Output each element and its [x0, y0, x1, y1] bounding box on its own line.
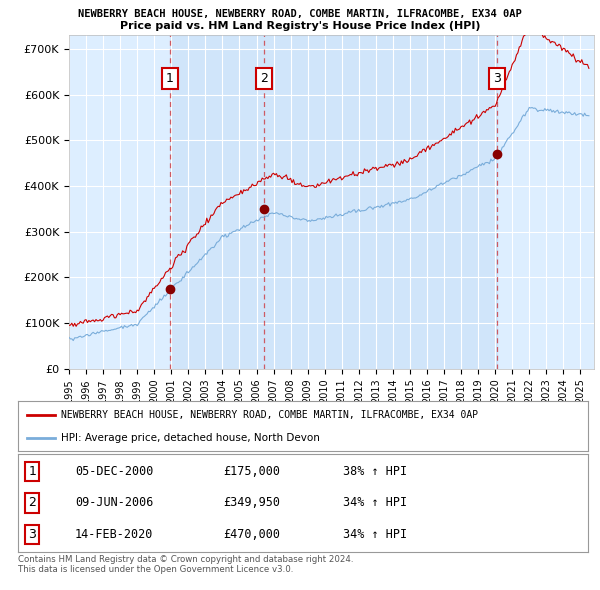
Text: 34% ↑ HPI: 34% ↑ HPI [343, 527, 407, 540]
Bar [170, 35, 497, 369]
Text: 34% ↑ HPI: 34% ↑ HPI [343, 496, 407, 510]
Text: NEWBERRY BEACH HOUSE, NEWBERRY ROAD, COMBE MARTIN, ILFRACOMBE, EX34 0AP: NEWBERRY BEACH HOUSE, NEWBERRY ROAD, COM… [61, 409, 478, 419]
Text: 2: 2 [28, 496, 36, 510]
Text: HPI: Average price, detached house, North Devon: HPI: Average price, detached house, Nort… [61, 433, 320, 443]
Text: 38% ↑ HPI: 38% ↑ HPI [343, 466, 407, 478]
Text: Price paid vs. HM Land Registry's House Price Index (HPI): Price paid vs. HM Land Registry's House … [120, 21, 480, 31]
Text: £470,000: £470,000 [223, 527, 280, 540]
Text: 14-FEB-2020: 14-FEB-2020 [75, 527, 154, 540]
Text: 05-DEC-2000: 05-DEC-2000 [75, 466, 154, 478]
Text: Contains HM Land Registry data © Crown copyright and database right 2024.
This d: Contains HM Land Registry data © Crown c… [18, 555, 353, 574]
Text: 1: 1 [28, 466, 36, 478]
Text: 1: 1 [166, 72, 174, 85]
Text: 09-JUN-2006: 09-JUN-2006 [75, 496, 154, 510]
Text: 3: 3 [28, 527, 36, 540]
Text: NEWBERRY BEACH HOUSE, NEWBERRY ROAD, COMBE MARTIN, ILFRACOMBE, EX34 0AP: NEWBERRY BEACH HOUSE, NEWBERRY ROAD, COM… [78, 9, 522, 19]
Text: £349,950: £349,950 [223, 496, 280, 510]
Text: 2: 2 [260, 72, 268, 85]
Text: £175,000: £175,000 [223, 466, 280, 478]
Text: 3: 3 [493, 72, 501, 85]
